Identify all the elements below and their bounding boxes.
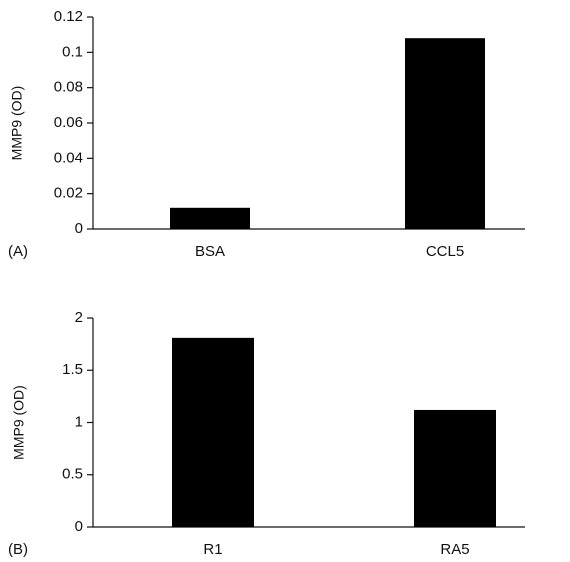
- y-axis-label: MMP9 (OD): [9, 86, 25, 161]
- y-tick-label: 0.1: [62, 43, 83, 60]
- bar: [405, 38, 485, 230]
- y-tick-label: 0.06: [54, 114, 83, 131]
- bar: [414, 409, 496, 527]
- bar: [172, 337, 254, 527]
- x-tick-label: RA5: [440, 541, 469, 558]
- x-tick-label: CCL5: [426, 243, 464, 260]
- y-tick-label: 0.08: [54, 79, 83, 96]
- y-tick-label: 0.12: [54, 8, 83, 25]
- y-tick-label: 0.5: [62, 466, 83, 483]
- y-tick-label: 1.5: [62, 361, 83, 378]
- bar: [170, 207, 250, 229]
- panel-label: (B): [8, 541, 28, 558]
- x-tick-label: BSA: [195, 243, 225, 260]
- y-tick-label: 0.04: [54, 149, 83, 166]
- y-tick-label: 0: [75, 220, 83, 237]
- y-tick-label: 2: [75, 309, 83, 326]
- panel-label: (A): [8, 243, 28, 260]
- y-tick-label: 0.02: [54, 185, 83, 202]
- x-tick-label: R1: [203, 541, 222, 558]
- y-axis-label: MMP9 (OD): [11, 385, 27, 460]
- y-tick-label: 0: [75, 518, 83, 535]
- y-tick-label: 1: [75, 413, 83, 430]
